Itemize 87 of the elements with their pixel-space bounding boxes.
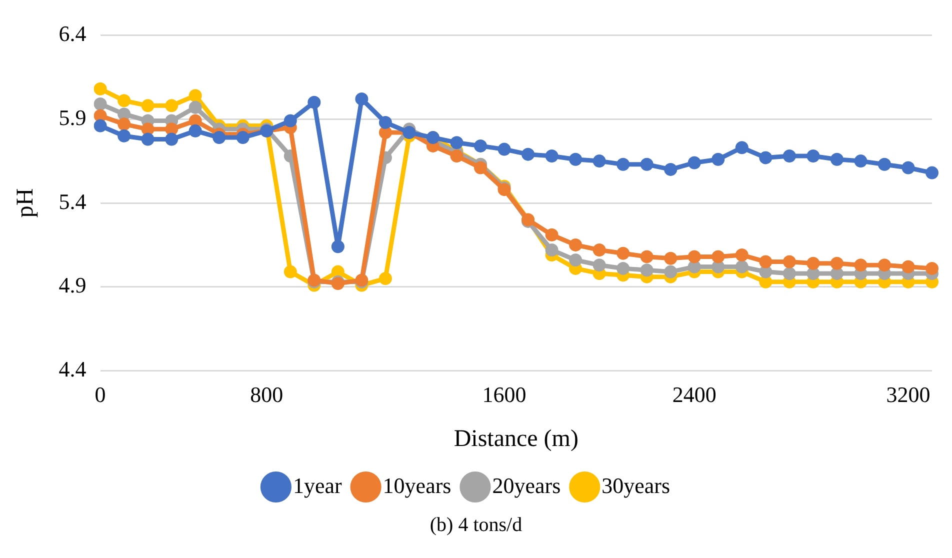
point [926, 166, 938, 180]
text: (b) 4 tons/d [428, 514, 524, 537]
x-tick-label: 3200 [886, 382, 930, 407]
point [830, 256, 844, 270]
point [592, 243, 606, 256]
point [141, 132, 154, 146]
point [545, 150, 558, 163]
point [188, 89, 202, 102]
point [118, 94, 131, 108]
point [782, 266, 796, 280]
point [355, 92, 368, 106]
point [854, 258, 868, 272]
point [592, 258, 606, 272]
point [735, 248, 748, 262]
point [878, 158, 891, 171]
point [712, 250, 725, 264]
point [545, 228, 558, 242]
point [592, 154, 606, 168]
point [118, 129, 131, 142]
point [450, 136, 464, 150]
point [640, 264, 654, 277]
point [616, 158, 630, 171]
point [806, 256, 820, 270]
point [759, 151, 772, 164]
point [569, 152, 582, 166]
point [94, 98, 107, 110]
point [474, 139, 488, 152]
point [569, 254, 582, 267]
x-tick-label: 800 [250, 382, 284, 407]
point [902, 260, 915, 274]
point [688, 250, 701, 264]
y-tick-label: 5.4 [58, 188, 86, 214]
point [830, 152, 844, 166]
point [545, 243, 558, 256]
point [94, 119, 107, 132]
point [165, 99, 178, 112]
point [854, 154, 868, 168]
y-tick-label: 4.9 [58, 272, 86, 298]
point [616, 262, 630, 275]
point [474, 161, 488, 174]
point [284, 114, 297, 128]
point [664, 252, 678, 265]
legend-label: 1year [292, 472, 342, 498]
point [450, 150, 464, 163]
legend-label: 20years [492, 472, 561, 498]
point [616, 246, 630, 260]
point [141, 99, 154, 112]
point [188, 100, 202, 114]
point [735, 141, 748, 154]
point [498, 142, 511, 156]
point [664, 162, 678, 176]
x-tick-label: 2400 [672, 382, 716, 407]
point [712, 152, 725, 166]
y-tick-label: 4.4 [58, 356, 86, 382]
point [688, 156, 701, 170]
y-tick-label: 6.4 [58, 20, 86, 46]
y-axis-title: pH [12, 188, 39, 218]
point [759, 255, 772, 268]
point [902, 161, 915, 174]
point [308, 96, 321, 109]
y-tick-label: 5.9 [58, 104, 86, 130]
point [378, 116, 392, 129]
point [664, 265, 678, 278]
point [782, 255, 796, 268]
point [569, 238, 582, 252]
legend-label: 10years [382, 472, 452, 498]
point [522, 148, 535, 161]
point [378, 272, 392, 286]
point [331, 240, 344, 254]
point [284, 265, 297, 278]
point [735, 260, 748, 274]
point [878, 258, 891, 272]
x-axis-title: Distance (m) [454, 426, 578, 452]
point [640, 250, 654, 264]
point [118, 118, 131, 131]
point [94, 82, 107, 96]
point [806, 150, 820, 163]
x-tick-label: 1600 [482, 382, 526, 407]
x-tick-label: 0 [94, 382, 106, 407]
point [236, 131, 250, 144]
point [926, 262, 938, 275]
point [188, 124, 202, 138]
point [212, 131, 226, 144]
point [165, 132, 178, 146]
point [782, 150, 796, 163]
legend-label: 30years [602, 472, 670, 498]
point [640, 158, 654, 171]
